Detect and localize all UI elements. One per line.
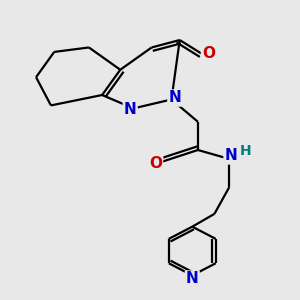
Text: H: H (239, 145, 251, 158)
Text: N: N (224, 148, 237, 164)
Text: N: N (124, 102, 136, 117)
Text: O: O (149, 156, 162, 171)
Text: N: N (168, 91, 181, 106)
Text: N: N (186, 272, 199, 286)
Text: O: O (202, 46, 215, 61)
